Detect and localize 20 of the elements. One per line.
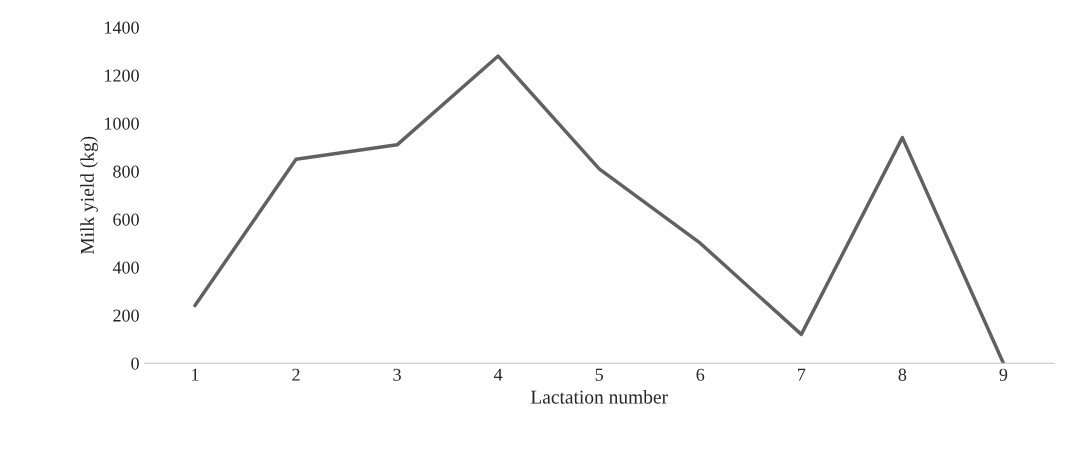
x-tick-label: 7 xyxy=(797,368,806,381)
line-series xyxy=(193,54,1006,364)
y-tick-label: 800 xyxy=(113,165,139,178)
y-axis-title: Milk yield (kg) xyxy=(80,136,98,255)
y-tick-label: 1400 xyxy=(105,21,139,34)
x-tick-label: 2 xyxy=(292,368,300,381)
y-tick-label: 0 xyxy=(131,357,139,370)
y-tick-label: 400 xyxy=(112,261,139,274)
y-tick-label: 600 xyxy=(113,213,139,226)
x-tick-label: 5 xyxy=(595,368,604,381)
x-tick-label: 3 xyxy=(393,368,401,381)
y-tick-label: 200 xyxy=(113,309,139,322)
x-tick-label: 9 xyxy=(999,368,1008,381)
x-tick-label: 8 xyxy=(898,368,907,381)
x-tick-label: 6 xyxy=(696,368,705,381)
y-tick-label: 1200 xyxy=(105,69,139,82)
x-tick-label: 1 xyxy=(192,368,199,381)
y-tick-label: 1000 xyxy=(105,117,139,130)
x-axis-title: Lactation number xyxy=(530,389,668,404)
x-tick-label: 4 xyxy=(493,368,503,381)
